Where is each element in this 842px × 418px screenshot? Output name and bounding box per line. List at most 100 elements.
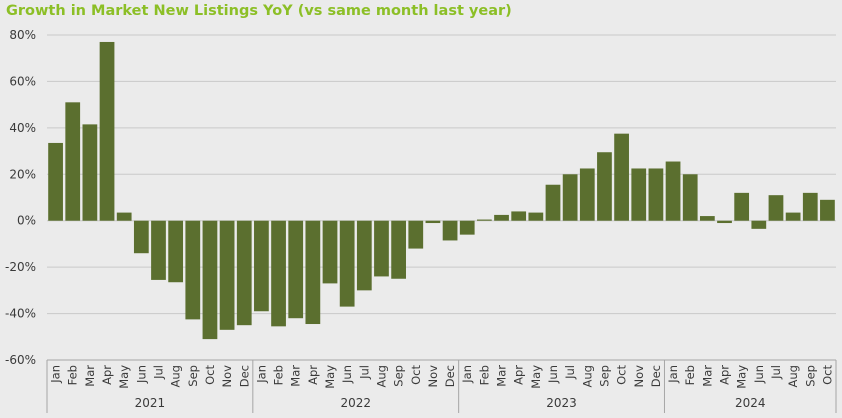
- bar: [425, 220, 441, 224]
- bar: [408, 220, 424, 249]
- year-label: 2021: [135, 396, 166, 410]
- month-tick-label: Feb: [66, 365, 80, 385]
- bar: [236, 220, 252, 326]
- gridlines: [47, 34, 836, 361]
- month-tick-label: Jul: [769, 365, 783, 380]
- bars: [48, 41, 835, 340]
- month-tick-label: Dec: [649, 365, 663, 387]
- y-tick-label: -40%: [5, 307, 36, 321]
- month-tick-label: Feb: [477, 365, 491, 385]
- month-tick-label: Jun: [134, 365, 148, 384]
- bar: [648, 168, 664, 221]
- month-tick-label: Jan: [49, 365, 63, 384]
- bar: [699, 216, 715, 221]
- bar: [133, 220, 149, 254]
- year-label: 2024: [735, 396, 766, 410]
- y-tick-label: 20%: [9, 167, 36, 181]
- month-tick-label: Sep: [392, 365, 406, 387]
- month-tick-label: Jan: [666, 365, 680, 384]
- y-tick-label: -20%: [5, 260, 36, 274]
- month-tick-label: Oct: [203, 365, 217, 385]
- month-tick-label: Aug: [786, 365, 800, 387]
- month-tick-label: Apr: [512, 365, 526, 385]
- year-label: 2023: [546, 396, 577, 410]
- bar: [442, 220, 458, 241]
- y-tick-label: 0%: [17, 214, 36, 228]
- bar: [717, 220, 732, 224]
- bar: [614, 133, 629, 221]
- bar: [356, 220, 372, 291]
- bar: [322, 220, 338, 284]
- month-tick-label: Jun: [752, 365, 766, 384]
- bar: [597, 152, 612, 221]
- month-tick-label: May: [323, 365, 337, 389]
- bar: [562, 174, 578, 221]
- month-tick-label: Oct: [820, 365, 834, 385]
- bar: [339, 220, 355, 307]
- month-tick-label: Apr: [100, 365, 114, 385]
- month-tick-label: Jan: [254, 365, 268, 384]
- month-tick-label: May: [735, 365, 749, 389]
- month-tick-label: Sep: [597, 365, 611, 387]
- bar: [665, 161, 681, 221]
- bar: [116, 212, 132, 221]
- month-tick-label: Sep: [186, 365, 200, 387]
- bar: [459, 220, 475, 235]
- month-tick-label: Jul: [357, 365, 371, 380]
- y-tick-label: 80%: [9, 28, 36, 42]
- month-tick-label: Aug: [374, 365, 388, 387]
- bar: [820, 199, 835, 221]
- month-tick-label: Mar: [495, 365, 509, 387]
- bar: [288, 220, 304, 319]
- month-tick-label: Aug: [169, 365, 183, 387]
- bar: [631, 168, 647, 221]
- month-tick-label: Aug: [580, 365, 594, 387]
- bar: [545, 184, 561, 221]
- bar: [271, 220, 286, 327]
- bar: [751, 220, 767, 229]
- month-tick-label: Apr: [306, 365, 320, 385]
- month-tick-label: Apr: [718, 365, 732, 385]
- month-tick-label: Feb: [272, 365, 286, 385]
- month-tick-label: Jul: [151, 365, 165, 380]
- bar: [202, 220, 218, 340]
- bar: [494, 214, 509, 221]
- bar: [579, 168, 595, 221]
- bar: [168, 220, 184, 283]
- month-tick-label: Oct: [615, 365, 629, 385]
- bar: [48, 142, 63, 221]
- month-tick-label: May: [529, 365, 543, 389]
- chart-title: Growth in Market New Listings YoY (vs sa…: [6, 3, 512, 19]
- month-tick-label: Feb: [683, 365, 697, 385]
- month-tick-label: Jun: [340, 365, 354, 384]
- axes: 80%60%40%20%0%-20%-40%-60%Jan Feb Mar Apr Ma…: [5, 28, 837, 413]
- month-tick-label: Sep: [803, 365, 817, 387]
- bar: [374, 220, 389, 277]
- month-tick-label: Nov: [426, 365, 440, 388]
- y-tick-label: 60%: [9, 74, 36, 88]
- year-label: 2022: [340, 396, 371, 410]
- bar: [734, 192, 750, 221]
- bar: [219, 220, 235, 330]
- month-tick-label: Mar: [289, 365, 303, 387]
- bar: [528, 212, 544, 221]
- bar: [99, 41, 115, 221]
- bar: [511, 211, 527, 221]
- bar: [305, 220, 321, 325]
- bar: [477, 219, 492, 221]
- y-tick-label: 40%: [9, 121, 36, 135]
- month-tick-label: Jul: [563, 365, 577, 380]
- month-tick-label: Oct: [409, 365, 423, 385]
- month-tick-label: May: [117, 365, 131, 389]
- bar: [682, 174, 698, 221]
- bar: [785, 212, 801, 221]
- month-tick-label: Dec: [237, 365, 251, 387]
- bar: [185, 220, 201, 320]
- bar: [151, 220, 166, 280]
- bar: [768, 195, 784, 221]
- month-tick-label: Mar: [700, 365, 714, 387]
- bar: [82, 124, 98, 221]
- month-tick-label: Mar: [83, 365, 97, 387]
